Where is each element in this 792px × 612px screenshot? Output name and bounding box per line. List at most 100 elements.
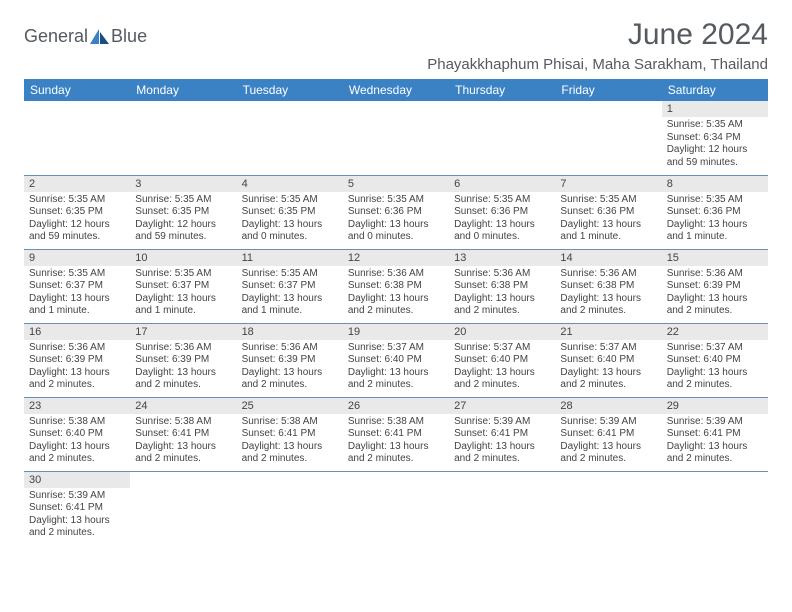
day-details: Sunrise: 5:35 AMSunset: 6:36 PMDaylight:… [449, 192, 555, 248]
logo: General Blue [24, 18, 147, 47]
day-details: Sunrise: 5:35 AMSunset: 6:34 PMDaylight:… [662, 117, 768, 173]
day-details: Sunrise: 5:35 AMSunset: 6:35 PMDaylight:… [130, 192, 236, 248]
sunrise-line: Sunrise: 5:35 AM [667, 194, 763, 207]
sunset-line: Sunset: 6:37 PM [242, 280, 338, 293]
sunrise-line: Sunrise: 5:36 AM [135, 342, 231, 355]
sunrise-line: Sunrise: 5:35 AM [667, 119, 763, 132]
calendar-cell: 8Sunrise: 5:35 AMSunset: 6:36 PMDaylight… [662, 175, 768, 249]
calendar-cell: 2Sunrise: 5:35 AMSunset: 6:35 PMDaylight… [24, 175, 130, 249]
sunrise-line: Sunrise: 5:39 AM [560, 416, 656, 429]
day-number: 22 [662, 324, 768, 340]
day-number: 7 [555, 176, 661, 192]
calendar-cell: 1Sunrise: 5:35 AMSunset: 6:34 PMDaylight… [662, 101, 768, 175]
daylight-line: Daylight: 13 hours and 0 minutes. [348, 219, 444, 244]
day-details: Sunrise: 5:35 AMSunset: 6:37 PMDaylight:… [237, 266, 343, 322]
sunrise-line: Sunrise: 5:35 AM [29, 268, 125, 281]
weekday-header: Thursday [449, 79, 555, 101]
day-details: Sunrise: 5:37 AMSunset: 6:40 PMDaylight:… [343, 340, 449, 396]
day-number: 30 [24, 472, 130, 488]
calendar-week: 1Sunrise: 5:35 AMSunset: 6:34 PMDaylight… [24, 101, 768, 175]
day-details: Sunrise: 5:38 AMSunset: 6:41 PMDaylight:… [343, 414, 449, 470]
day-details: Sunrise: 5:36 AMSunset: 6:38 PMDaylight:… [449, 266, 555, 322]
day-details: Sunrise: 5:35 AMSunset: 6:36 PMDaylight:… [343, 192, 449, 248]
calendar-cell: 10Sunrise: 5:35 AMSunset: 6:37 PMDayligh… [130, 249, 236, 323]
daylight-line: Daylight: 12 hours and 59 minutes. [667, 144, 763, 169]
sunrise-line: Sunrise: 5:35 AM [348, 194, 444, 207]
day-number: 9 [24, 250, 130, 266]
day-details: Sunrise: 5:36 AMSunset: 6:38 PMDaylight:… [343, 266, 449, 322]
sunrise-line: Sunrise: 5:35 AM [560, 194, 656, 207]
day-number: 26 [343, 398, 449, 414]
day-number: 21 [555, 324, 661, 340]
day-details: Sunrise: 5:37 AMSunset: 6:40 PMDaylight:… [555, 340, 661, 396]
calendar-cell: 17Sunrise: 5:36 AMSunset: 6:39 PMDayligh… [130, 323, 236, 397]
day-details: Sunrise: 5:39 AMSunset: 6:41 PMDaylight:… [449, 414, 555, 470]
calendar-cell: 5Sunrise: 5:35 AMSunset: 6:36 PMDaylight… [343, 175, 449, 249]
calendar-week: 16Sunrise: 5:36 AMSunset: 6:39 PMDayligh… [24, 323, 768, 397]
daylight-line: Daylight: 13 hours and 2 minutes. [667, 367, 763, 392]
calendar-week: 2Sunrise: 5:35 AMSunset: 6:35 PMDaylight… [24, 175, 768, 249]
daylight-line: Daylight: 13 hours and 2 minutes. [667, 293, 763, 318]
calendar-cell [130, 101, 236, 175]
sunset-line: Sunset: 6:41 PM [667, 428, 763, 441]
sunset-line: Sunset: 6:38 PM [348, 280, 444, 293]
calendar-cell: 29Sunrise: 5:39 AMSunset: 6:41 PMDayligh… [662, 397, 768, 471]
sunrise-line: Sunrise: 5:38 AM [348, 416, 444, 429]
calendar-week: 23Sunrise: 5:38 AMSunset: 6:40 PMDayligh… [24, 397, 768, 471]
day-number: 11 [237, 250, 343, 266]
sunset-line: Sunset: 6:40 PM [560, 354, 656, 367]
day-number: 27 [449, 398, 555, 414]
logo-text-blue: Blue [111, 26, 147, 47]
day-details: Sunrise: 5:36 AMSunset: 6:39 PMDaylight:… [24, 340, 130, 396]
page-title: June 2024 [427, 18, 768, 52]
weekday-header: Saturday [662, 79, 768, 101]
daylight-line: Daylight: 13 hours and 2 minutes. [454, 367, 550, 392]
day-number: 29 [662, 398, 768, 414]
sunrise-line: Sunrise: 5:39 AM [29, 490, 125, 503]
logo-text-general: General [24, 26, 88, 47]
sunset-line: Sunset: 6:40 PM [454, 354, 550, 367]
daylight-line: Daylight: 13 hours and 1 minute. [135, 293, 231, 318]
calendar-cell: 7Sunrise: 5:35 AMSunset: 6:36 PMDaylight… [555, 175, 661, 249]
sunset-line: Sunset: 6:36 PM [454, 206, 550, 219]
daylight-line: Daylight: 13 hours and 2 minutes. [454, 293, 550, 318]
calendar-cell [24, 101, 130, 175]
calendar-cell: 3Sunrise: 5:35 AMSunset: 6:35 PMDaylight… [130, 175, 236, 249]
sunrise-line: Sunrise: 5:38 AM [242, 416, 338, 429]
day-details: Sunrise: 5:36 AMSunset: 6:39 PMDaylight:… [130, 340, 236, 396]
header: General Blue June 2024 Phayakkhaphum Phi… [24, 18, 768, 73]
daylight-line: Daylight: 13 hours and 2 minutes. [29, 515, 125, 540]
sunrise-line: Sunrise: 5:36 AM [29, 342, 125, 355]
day-number: 15 [662, 250, 768, 266]
day-details: Sunrise: 5:39 AMSunset: 6:41 PMDaylight:… [24, 488, 130, 544]
day-details: Sunrise: 5:35 AMSunset: 6:36 PMDaylight:… [662, 192, 768, 248]
sunrise-line: Sunrise: 5:39 AM [667, 416, 763, 429]
daylight-line: Daylight: 13 hours and 2 minutes. [560, 441, 656, 466]
daylight-line: Daylight: 13 hours and 2 minutes. [348, 441, 444, 466]
daylight-line: Daylight: 13 hours and 2 minutes. [348, 293, 444, 318]
sunrise-line: Sunrise: 5:39 AM [454, 416, 550, 429]
day-details: Sunrise: 5:35 AMSunset: 6:35 PMDaylight:… [237, 192, 343, 248]
day-number: 1 [662, 101, 768, 117]
daylight-line: Daylight: 13 hours and 2 minutes. [454, 441, 550, 466]
weekday-header: Friday [555, 79, 661, 101]
calendar-cell: 4Sunrise: 5:35 AMSunset: 6:35 PMDaylight… [237, 175, 343, 249]
sunset-line: Sunset: 6:41 PM [135, 428, 231, 441]
sunrise-line: Sunrise: 5:35 AM [135, 194, 231, 207]
daylight-line: Daylight: 13 hours and 2 minutes. [242, 367, 338, 392]
calendar-cell [343, 471, 449, 545]
day-details: Sunrise: 5:35 AMSunset: 6:37 PMDaylight:… [24, 266, 130, 322]
sunrise-line: Sunrise: 5:38 AM [135, 416, 231, 429]
daylight-line: Daylight: 12 hours and 59 minutes. [29, 219, 125, 244]
calendar-cell [662, 471, 768, 545]
sunset-line: Sunset: 6:39 PM [135, 354, 231, 367]
day-details: Sunrise: 5:39 AMSunset: 6:41 PMDaylight:… [555, 414, 661, 470]
sunset-line: Sunset: 6:37 PM [135, 280, 231, 293]
calendar-cell: 27Sunrise: 5:39 AMSunset: 6:41 PMDayligh… [449, 397, 555, 471]
day-number: 14 [555, 250, 661, 266]
day-number: 16 [24, 324, 130, 340]
sunset-line: Sunset: 6:39 PM [667, 280, 763, 293]
sunset-line: Sunset: 6:38 PM [454, 280, 550, 293]
calendar-week: 9Sunrise: 5:35 AMSunset: 6:37 PMDaylight… [24, 249, 768, 323]
calendar-cell [449, 471, 555, 545]
